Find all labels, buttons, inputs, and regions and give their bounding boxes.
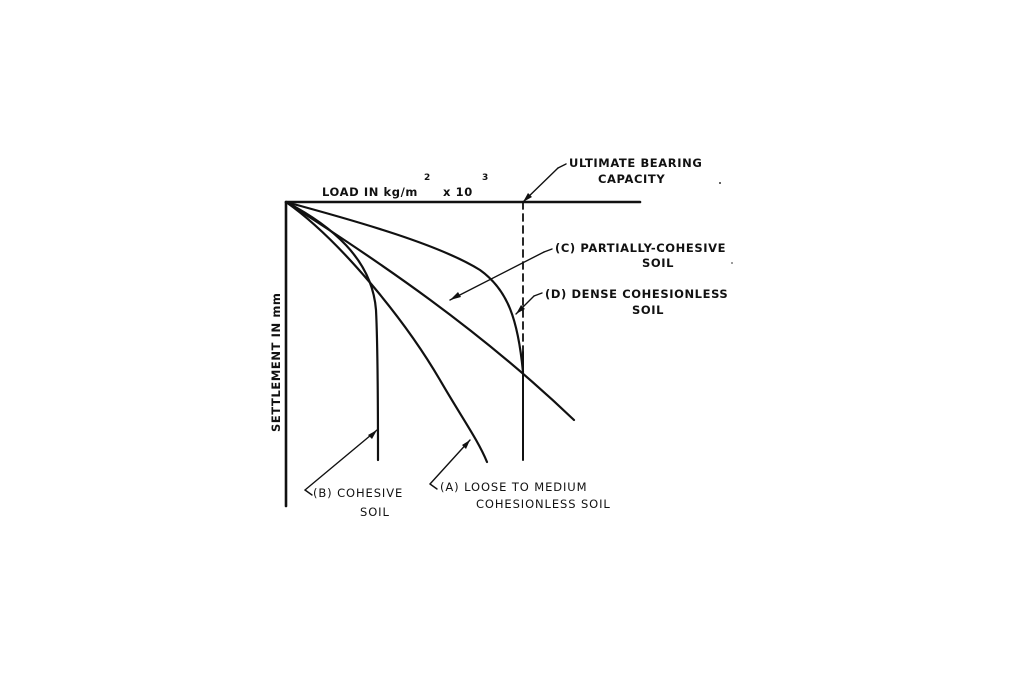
curve-a-leader-tick [429,483,438,490]
scan-speck [719,182,721,184]
curve-a-leader [429,439,471,485]
curve-a-loose-medium-cohesionless [284,200,489,464]
curve-a-arrowhead [462,440,470,449]
load-axis-label: LOAD IN kg/m [322,185,418,199]
scan-speck-2 [731,262,733,264]
curve-b-label-line1: (B) COHESIVE [313,486,403,500]
curve-d-arrowhead [516,305,525,314]
ultimate-leader-tick [557,163,567,169]
curve-b-arrowhead [368,430,377,439]
curve-c-label-line1: (C) PARTIALLY-COHESIVE [555,241,726,255]
curve-c-label-line2: SOIL [642,256,674,270]
curve-d-label-line2: SOIL [632,303,664,317]
ultimate-label-line1: ULTIMATE BEARING [569,156,702,170]
curve-c-arrowhead [450,292,461,300]
load-axis-multiplier: x 10 [443,185,473,199]
curve-d-label-line1: (D) DENSE COHESIONLESS [545,287,728,301]
curve-b-label-line2: SOIL [360,505,390,519]
ultimate-label-line2: CAPACITY [598,172,665,186]
curve-c-leader-tick [543,248,553,253]
load-axis-superscript-2: 2 [424,173,430,183]
curve-d-leader-tick [533,292,543,297]
load-axis-superscript-3: 3 [482,173,488,183]
curve-b-leader-tick [304,489,313,496]
load-axis-label-text: LOAD IN kg/m [322,185,418,199]
curve-c-partially-cohesive [284,200,576,422]
settlement-axis-label: SETTLEMENT IN mm [269,292,283,432]
curve-a-label-line1: (A) LOOSE TO MEDIUM [440,480,587,494]
curve-b-leader [304,429,378,491]
ultimate-arrowhead [523,193,532,202]
curve-c-leader [449,251,545,301]
curve-d-dense-cohesionless [284,200,525,374]
curve-a-label-line2: COHESIONLESS SOIL [476,497,611,511]
